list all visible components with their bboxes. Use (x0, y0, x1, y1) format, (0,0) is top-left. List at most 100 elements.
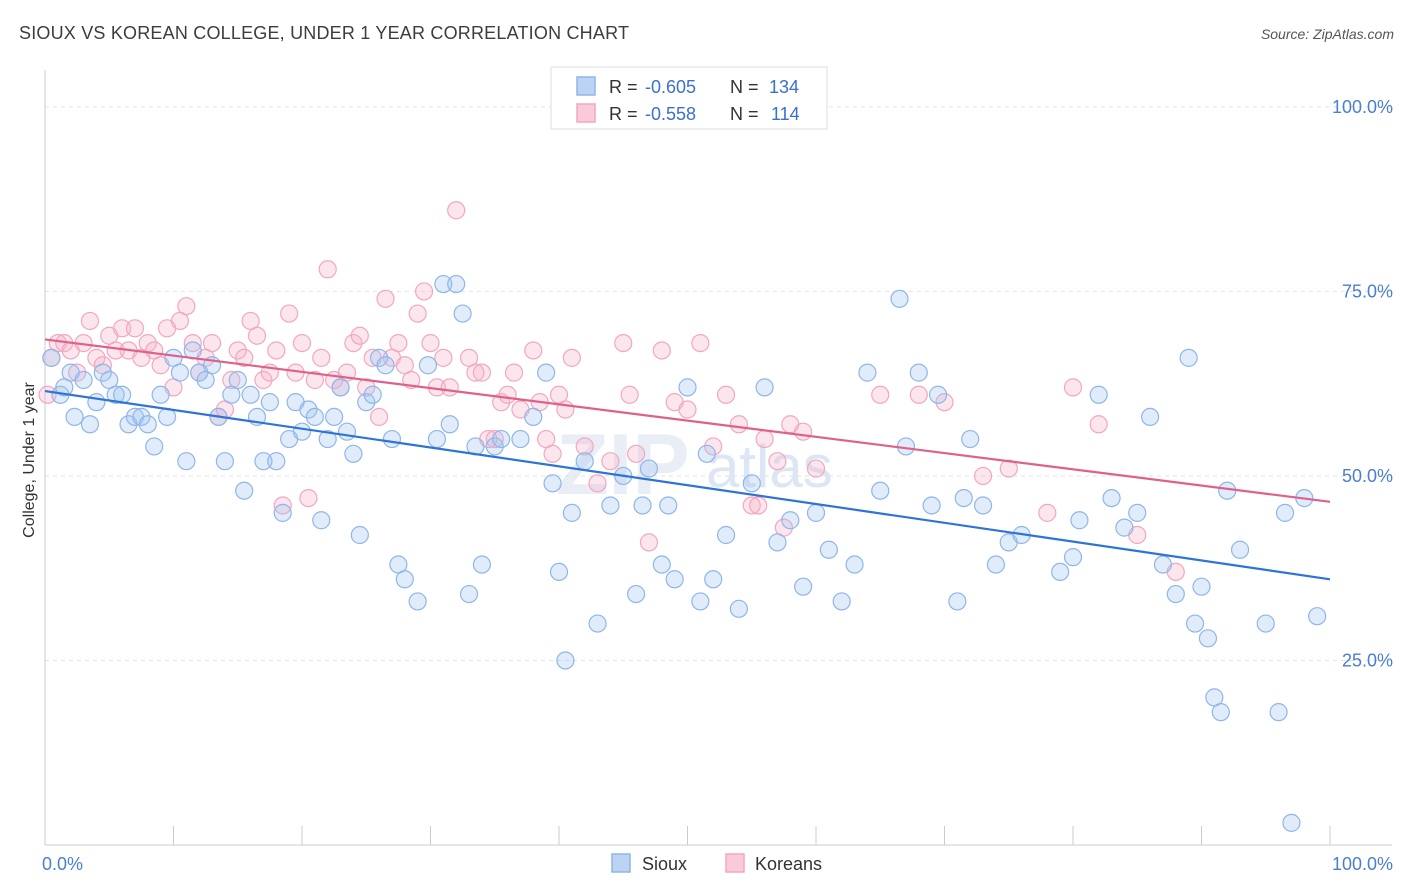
data-point (768, 452, 787, 471)
trend-lines (44, 338, 1331, 581)
trend-line (44, 338, 1331, 503)
data-point (794, 422, 813, 441)
data-point (537, 363, 556, 382)
legend-r-value: -0.558 (645, 104, 696, 124)
data-point (909, 385, 928, 404)
data-point (337, 422, 357, 441)
data-point (524, 407, 543, 427)
data-point (871, 385, 890, 404)
data-point (202, 333, 222, 353)
data-point (659, 496, 678, 515)
data-point (704, 570, 723, 589)
data-point (601, 452, 620, 471)
svg-text:atlas: atlas (706, 433, 833, 500)
data-point (292, 422, 312, 441)
data-point (434, 274, 453, 294)
legend-swatch-sioux (576, 76, 596, 96)
data-point (639, 533, 659, 552)
bottom-legend-koreans-label: Koreans (755, 854, 822, 874)
data-point (421, 333, 440, 353)
data-point (1089, 385, 1108, 404)
data-point (427, 429, 447, 449)
data-point (1128, 503, 1147, 522)
data-point (267, 341, 286, 360)
data-point (1275, 503, 1295, 522)
data-point (42, 348, 61, 367)
data-point (305, 407, 324, 427)
data-point (447, 274, 466, 294)
data-point (781, 511, 800, 530)
data-point (1070, 511, 1089, 530)
data-point (1230, 540, 1250, 559)
data-point (453, 304, 472, 323)
data-point (312, 348, 331, 367)
data-point (389, 333, 408, 353)
data-point (1063, 548, 1083, 567)
data-point (376, 356, 395, 375)
data-point (145, 437, 164, 456)
data-point (414, 282, 434, 301)
data-point (440, 378, 459, 397)
data-point (626, 444, 646, 463)
data-point (601, 496, 620, 515)
data-point (183, 333, 202, 353)
data-point (382, 429, 402, 449)
data-point (755, 429, 774, 449)
sioux-points (42, 274, 1327, 832)
legend-n-label: N = (730, 104, 759, 124)
data-point (235, 348, 254, 367)
series-legend: Sioux Koreans (611, 853, 822, 874)
data-point (363, 385, 382, 404)
data-point (504, 363, 524, 382)
data-point (370, 348, 389, 367)
data-point (678, 378, 697, 397)
data-point (626, 584, 646, 604)
bottom-legend-swatch-koreans (725, 853, 745, 873)
data-point (858, 363, 877, 382)
bottom-legend-sioux-label: Sioux (642, 854, 687, 874)
data-point (742, 496, 761, 515)
data-point (318, 260, 337, 279)
data-point (1198, 629, 1218, 648)
data-point (228, 341, 247, 360)
data-point (729, 415, 749, 434)
legend-r-label: R = (609, 77, 638, 97)
data-point (832, 592, 851, 611)
data-point (273, 496, 292, 515)
data-point (112, 319, 132, 338)
data-point (434, 348, 453, 367)
chart-source: Source: ZipAtlas.com (1261, 26, 1394, 42)
data-point (729, 599, 749, 618)
y-tick-label: 100.0% (1332, 97, 1393, 117)
data-point (691, 333, 710, 353)
data-point (80, 311, 100, 331)
x-tick-label: 100.0% (1332, 854, 1393, 874)
data-point (1038, 503, 1057, 522)
data-point (575, 437, 594, 456)
data-point (260, 393, 279, 412)
data-point (633, 496, 652, 515)
data-point (871, 481, 890, 500)
data-point (305, 370, 324, 390)
koreans-points (38, 201, 1185, 582)
data-point (299, 488, 318, 508)
data-point (716, 385, 736, 404)
data-point (492, 429, 511, 449)
data-point (215, 452, 234, 471)
data-point (370, 407, 389, 427)
data-point (459, 584, 479, 604)
data-point (1166, 584, 1185, 604)
data-point (106, 385, 125, 404)
data-point (678, 400, 697, 419)
data-point (620, 385, 639, 404)
data-point (954, 488, 973, 508)
data-point (408, 304, 427, 323)
data-point (588, 474, 607, 493)
data-point (973, 466, 993, 486)
data-point (1115, 518, 1134, 537)
legend-r-value: -0.605 (645, 77, 696, 97)
data-point (472, 555, 491, 574)
data-point (845, 555, 864, 574)
data-point (1218, 481, 1237, 500)
data-point (999, 459, 1018, 478)
